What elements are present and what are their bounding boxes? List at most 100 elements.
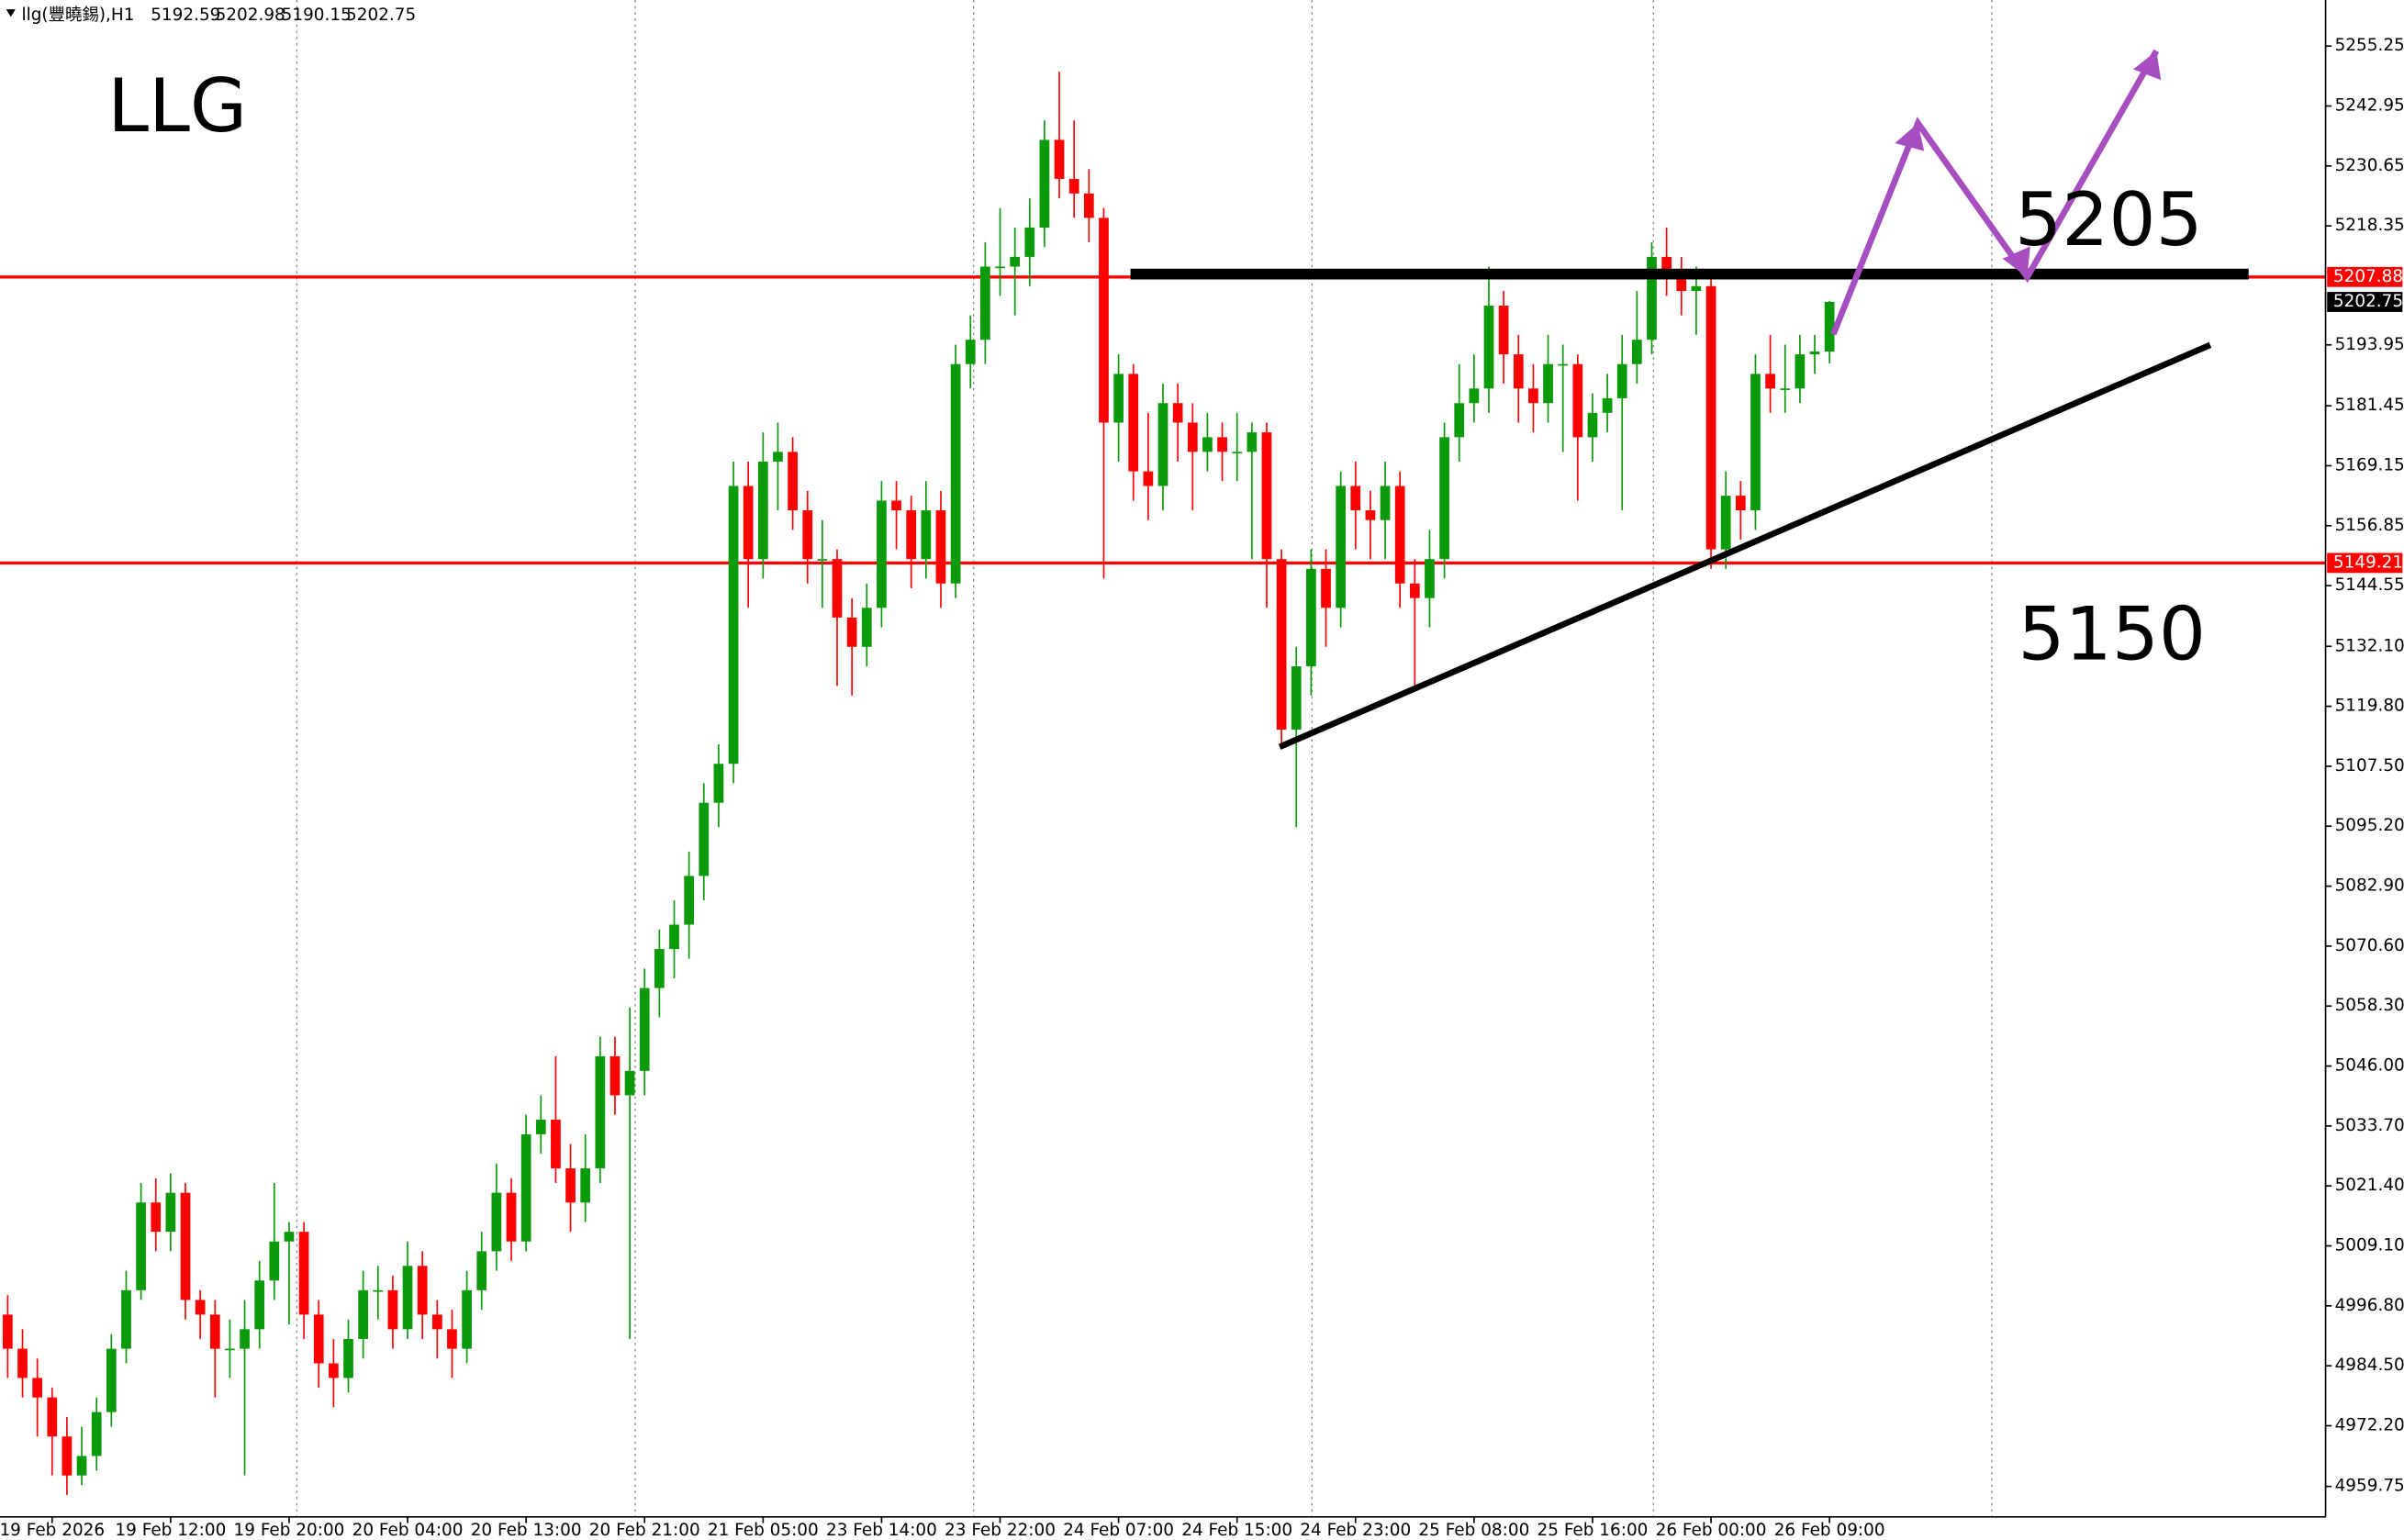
candle-body <box>284 1232 295 1242</box>
candle-body <box>17 1348 28 1378</box>
candle-body <box>91 1412 102 1456</box>
candle-body <box>1113 374 1124 423</box>
candle-body <box>1247 432 1258 452</box>
y-tick-label: 5070.60 <box>2335 936 2404 955</box>
candle-body <box>1157 403 1168 486</box>
candle-body <box>1572 363 1583 438</box>
candle-body <box>1469 388 1480 404</box>
y-tick-label: 5095.20 <box>2335 816 2404 835</box>
candle-body <box>1039 139 1050 229</box>
candle-body <box>1720 496 1731 550</box>
x-tick-label: 19 Feb 12:00 <box>115 1521 226 1540</box>
y-tick-label: 4996.80 <box>2335 1296 2404 1315</box>
candle-body <box>1336 485 1347 608</box>
y-tick-label: 5230.65 <box>2335 156 2404 175</box>
candle-body <box>773 452 783 462</box>
candle-body <box>136 1202 146 1290</box>
candle-body <box>551 1119 561 1169</box>
y-tick-label: 5193.95 <box>2335 335 2404 354</box>
candle-body <box>462 1289 472 1349</box>
candle-body <box>580 1168 591 1203</box>
candle-body <box>713 764 724 803</box>
y-tick-label: 5156.85 <box>2335 516 2404 535</box>
candle-body <box>254 1280 265 1330</box>
candle-body <box>832 559 843 618</box>
candle-body <box>329 1363 339 1378</box>
ohlc-close: 5202.75 <box>346 6 416 25</box>
price-level-label: 5149.21 <box>2333 552 2403 572</box>
y-tick-label: 5119.80 <box>2335 697 2404 716</box>
y-tick-label: 5144.55 <box>2335 575 2404 595</box>
x-tick-label: 21 Feb 05:00 <box>708 1521 819 1540</box>
candle-body <box>358 1289 369 1339</box>
y-tick-label: 5132.10 <box>2335 636 2404 655</box>
candle-body <box>1380 485 1391 520</box>
candle-body <box>1735 496 1746 511</box>
candle-body <box>950 363 961 584</box>
arrow-head <box>1895 123 1925 151</box>
candle-body <box>106 1348 117 1412</box>
candle-body <box>76 1456 87 1476</box>
x-tick-label: 23 Feb 14:00 <box>826 1521 937 1540</box>
candle-body <box>1809 351 1820 355</box>
annotation: 5150 <box>2018 590 2206 676</box>
x-tick-label: 24 Feb 23:00 <box>1300 1521 1411 1540</box>
candle-body <box>1232 452 1243 454</box>
candle-body <box>1705 285 1716 550</box>
candle-body <box>1602 397 1613 413</box>
candle-body <box>1217 437 1227 452</box>
candle-body <box>1750 374 1761 511</box>
y-tick-label: 5009.10 <box>2335 1236 2404 1255</box>
candle-body <box>47 1397 58 1437</box>
x-tick-label: 23 Feb 22:00 <box>945 1521 1056 1540</box>
candle-body <box>595 1055 606 1169</box>
candle-body <box>1187 422 1198 452</box>
current-price-label: 5202.75 <box>2333 292 2403 311</box>
arrow-head <box>2002 246 2030 278</box>
candle-body <box>298 1232 309 1315</box>
candle-body <box>225 1348 235 1351</box>
candle-body <box>995 266 1005 269</box>
y-tick-label: 4972.20 <box>2335 1416 2404 1435</box>
candle-body <box>980 266 990 340</box>
candle-body <box>684 876 695 925</box>
annotation: LLG <box>107 62 247 149</box>
candle-body <box>387 1289 398 1330</box>
candle-body <box>1172 403 1183 423</box>
candle-body <box>506 1192 517 1242</box>
candle-body <box>121 1289 131 1349</box>
y-tick-label: 5046.00 <box>2335 1056 2404 1076</box>
candle-body <box>1024 228 1035 257</box>
y-tick-label: 5107.50 <box>2335 756 2404 776</box>
candle-body <box>1528 388 1538 404</box>
x-tick-label: 20 Feb 04:00 <box>352 1521 464 1540</box>
candle-body <box>447 1329 457 1349</box>
price-level-label: 5207.88 <box>2333 267 2403 286</box>
price-level-box <box>2327 266 2403 287</box>
candle-body <box>476 1251 487 1290</box>
candle-body <box>431 1314 442 1330</box>
candle-body <box>1409 583 1420 598</box>
candle-body <box>1616 363 1627 398</box>
candle-body <box>1780 388 1791 390</box>
ohlc-open: 5192.59 <box>151 6 220 25</box>
candle-body <box>209 1314 220 1349</box>
ohlc-low: 5190.15 <box>282 6 352 25</box>
candle-body <box>846 617 857 647</box>
projection-path <box>1830 49 2160 336</box>
candle-body <box>965 340 976 364</box>
candle-body <box>269 1241 280 1281</box>
candle-body <box>1661 256 1672 277</box>
candles <box>3 72 1835 1495</box>
candle-body <box>609 1055 621 1096</box>
x-tick-label: 25 Feb 16:00 <box>1537 1521 1649 1540</box>
candle-body <box>1483 306 1494 389</box>
y-tick-label: 5181.45 <box>2335 396 2404 415</box>
candle-body <box>313 1314 324 1364</box>
candle-body <box>165 1192 176 1233</box>
candle-body <box>1498 306 1509 355</box>
x-tick-label: 19 Feb 20:00 <box>234 1521 345 1540</box>
header: llg(豐曉錫),H1 5192.59 5202.98 5190.15 5202… <box>6 6 416 25</box>
candle-body <box>240 1329 250 1349</box>
